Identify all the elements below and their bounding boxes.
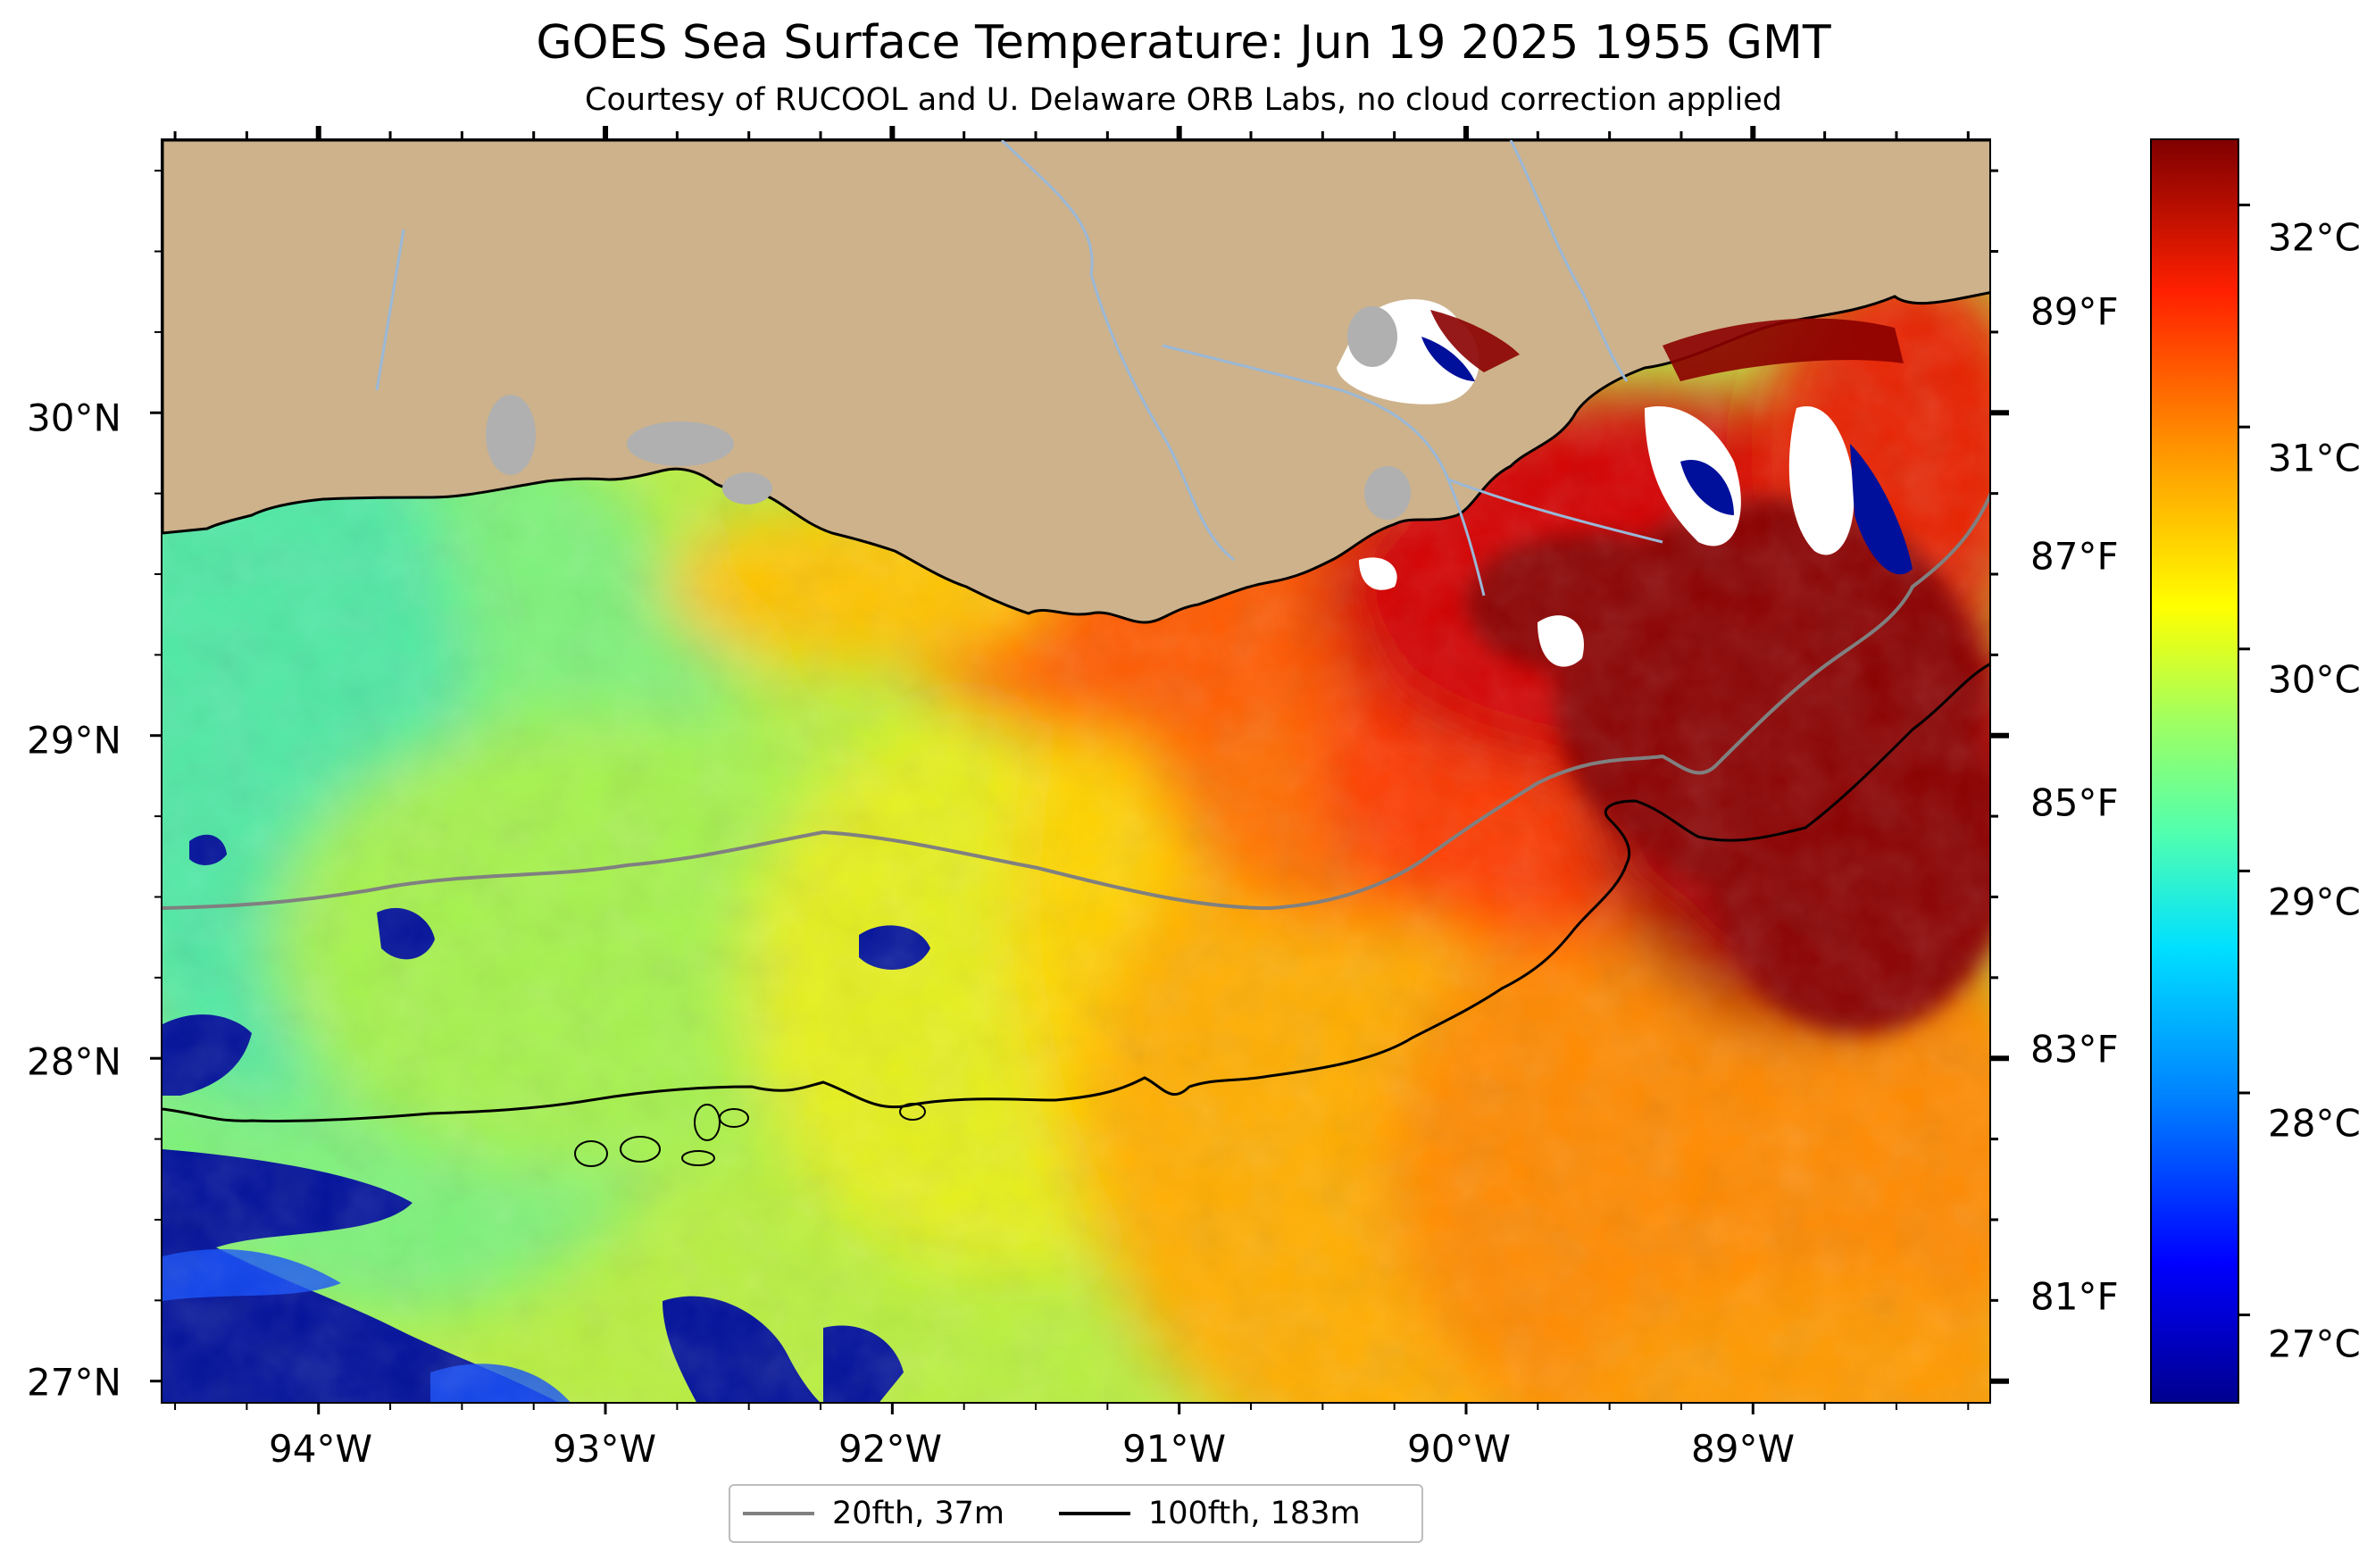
colorbar — [2150, 138, 2239, 1404]
lat-tick-28n: 28°N — [27, 1039, 121, 1084]
contour-100fth — [163, 663, 1989, 1122]
legend-line-20fth — [743, 1512, 814, 1515]
f-tick-83f: 83°F — [2030, 1027, 2119, 1072]
legend-label-100fth: 100fth, 183m — [1148, 1496, 1361, 1531]
sst-map[interactable] — [161, 138, 1991, 1404]
contour-legend: 20fth, 37m 100fth, 183m — [729, 1484, 1423, 1543]
sst-map-canvas — [163, 140, 1989, 1402]
f-tick-87f: 87°F — [2030, 534, 2119, 579]
lon-tick-90w: 90°W — [1407, 1427, 1511, 1471]
cbar-tick-32c: 32°C — [2268, 215, 2361, 260]
cbar-tick-30c: 30°C — [2268, 657, 2361, 702]
lon-tick-94w: 94°W — [269, 1427, 372, 1471]
legend-item-20fth: 20fth, 37m — [743, 1486, 1004, 1541]
cbar-tick-31c: 31°C — [2268, 436, 2361, 480]
lon-tick-93w: 93°W — [553, 1427, 656, 1471]
legend-item-100fth: 100fth, 183m — [1059, 1486, 1361, 1541]
lat-tick-27n: 27°N — [27, 1360, 121, 1405]
f-tick-81f: 81°F — [2030, 1274, 2119, 1319]
land-louisiana — [163, 140, 1989, 624]
legend-line-100fth — [1059, 1512, 1130, 1515]
f-tick-89f: 89°F — [2030, 289, 2119, 334]
map-subtitle: Courtesy of RUCOOL and U. Delaware ORB L… — [585, 82, 1782, 118]
lakes — [486, 306, 1411, 520]
lat-tick-29n: 29°N — [27, 718, 121, 763]
lon-tick-91w: 91°W — [1122, 1427, 1226, 1471]
legend-label-20fth: 20fth, 37m — [832, 1496, 1005, 1531]
contour-20fth — [163, 492, 1989, 911]
cbar-tick-28c: 28°C — [2268, 1101, 2361, 1146]
cbar-tick-27c: 27°C — [2268, 1322, 2361, 1366]
lat-tick-30n: 30°N — [27, 396, 121, 440]
cbar-tick-29c: 29°C — [2268, 880, 2361, 924]
rivers — [375, 140, 1663, 596]
map-title: GOES Sea Surface Temperature: Jun 19 202… — [536, 16, 1831, 70]
f-tick-85f: 85°F — [2030, 780, 2119, 825]
lon-tick-92w: 92°W — [838, 1427, 942, 1471]
lon-tick-89w: 89°W — [1691, 1427, 1795, 1471]
